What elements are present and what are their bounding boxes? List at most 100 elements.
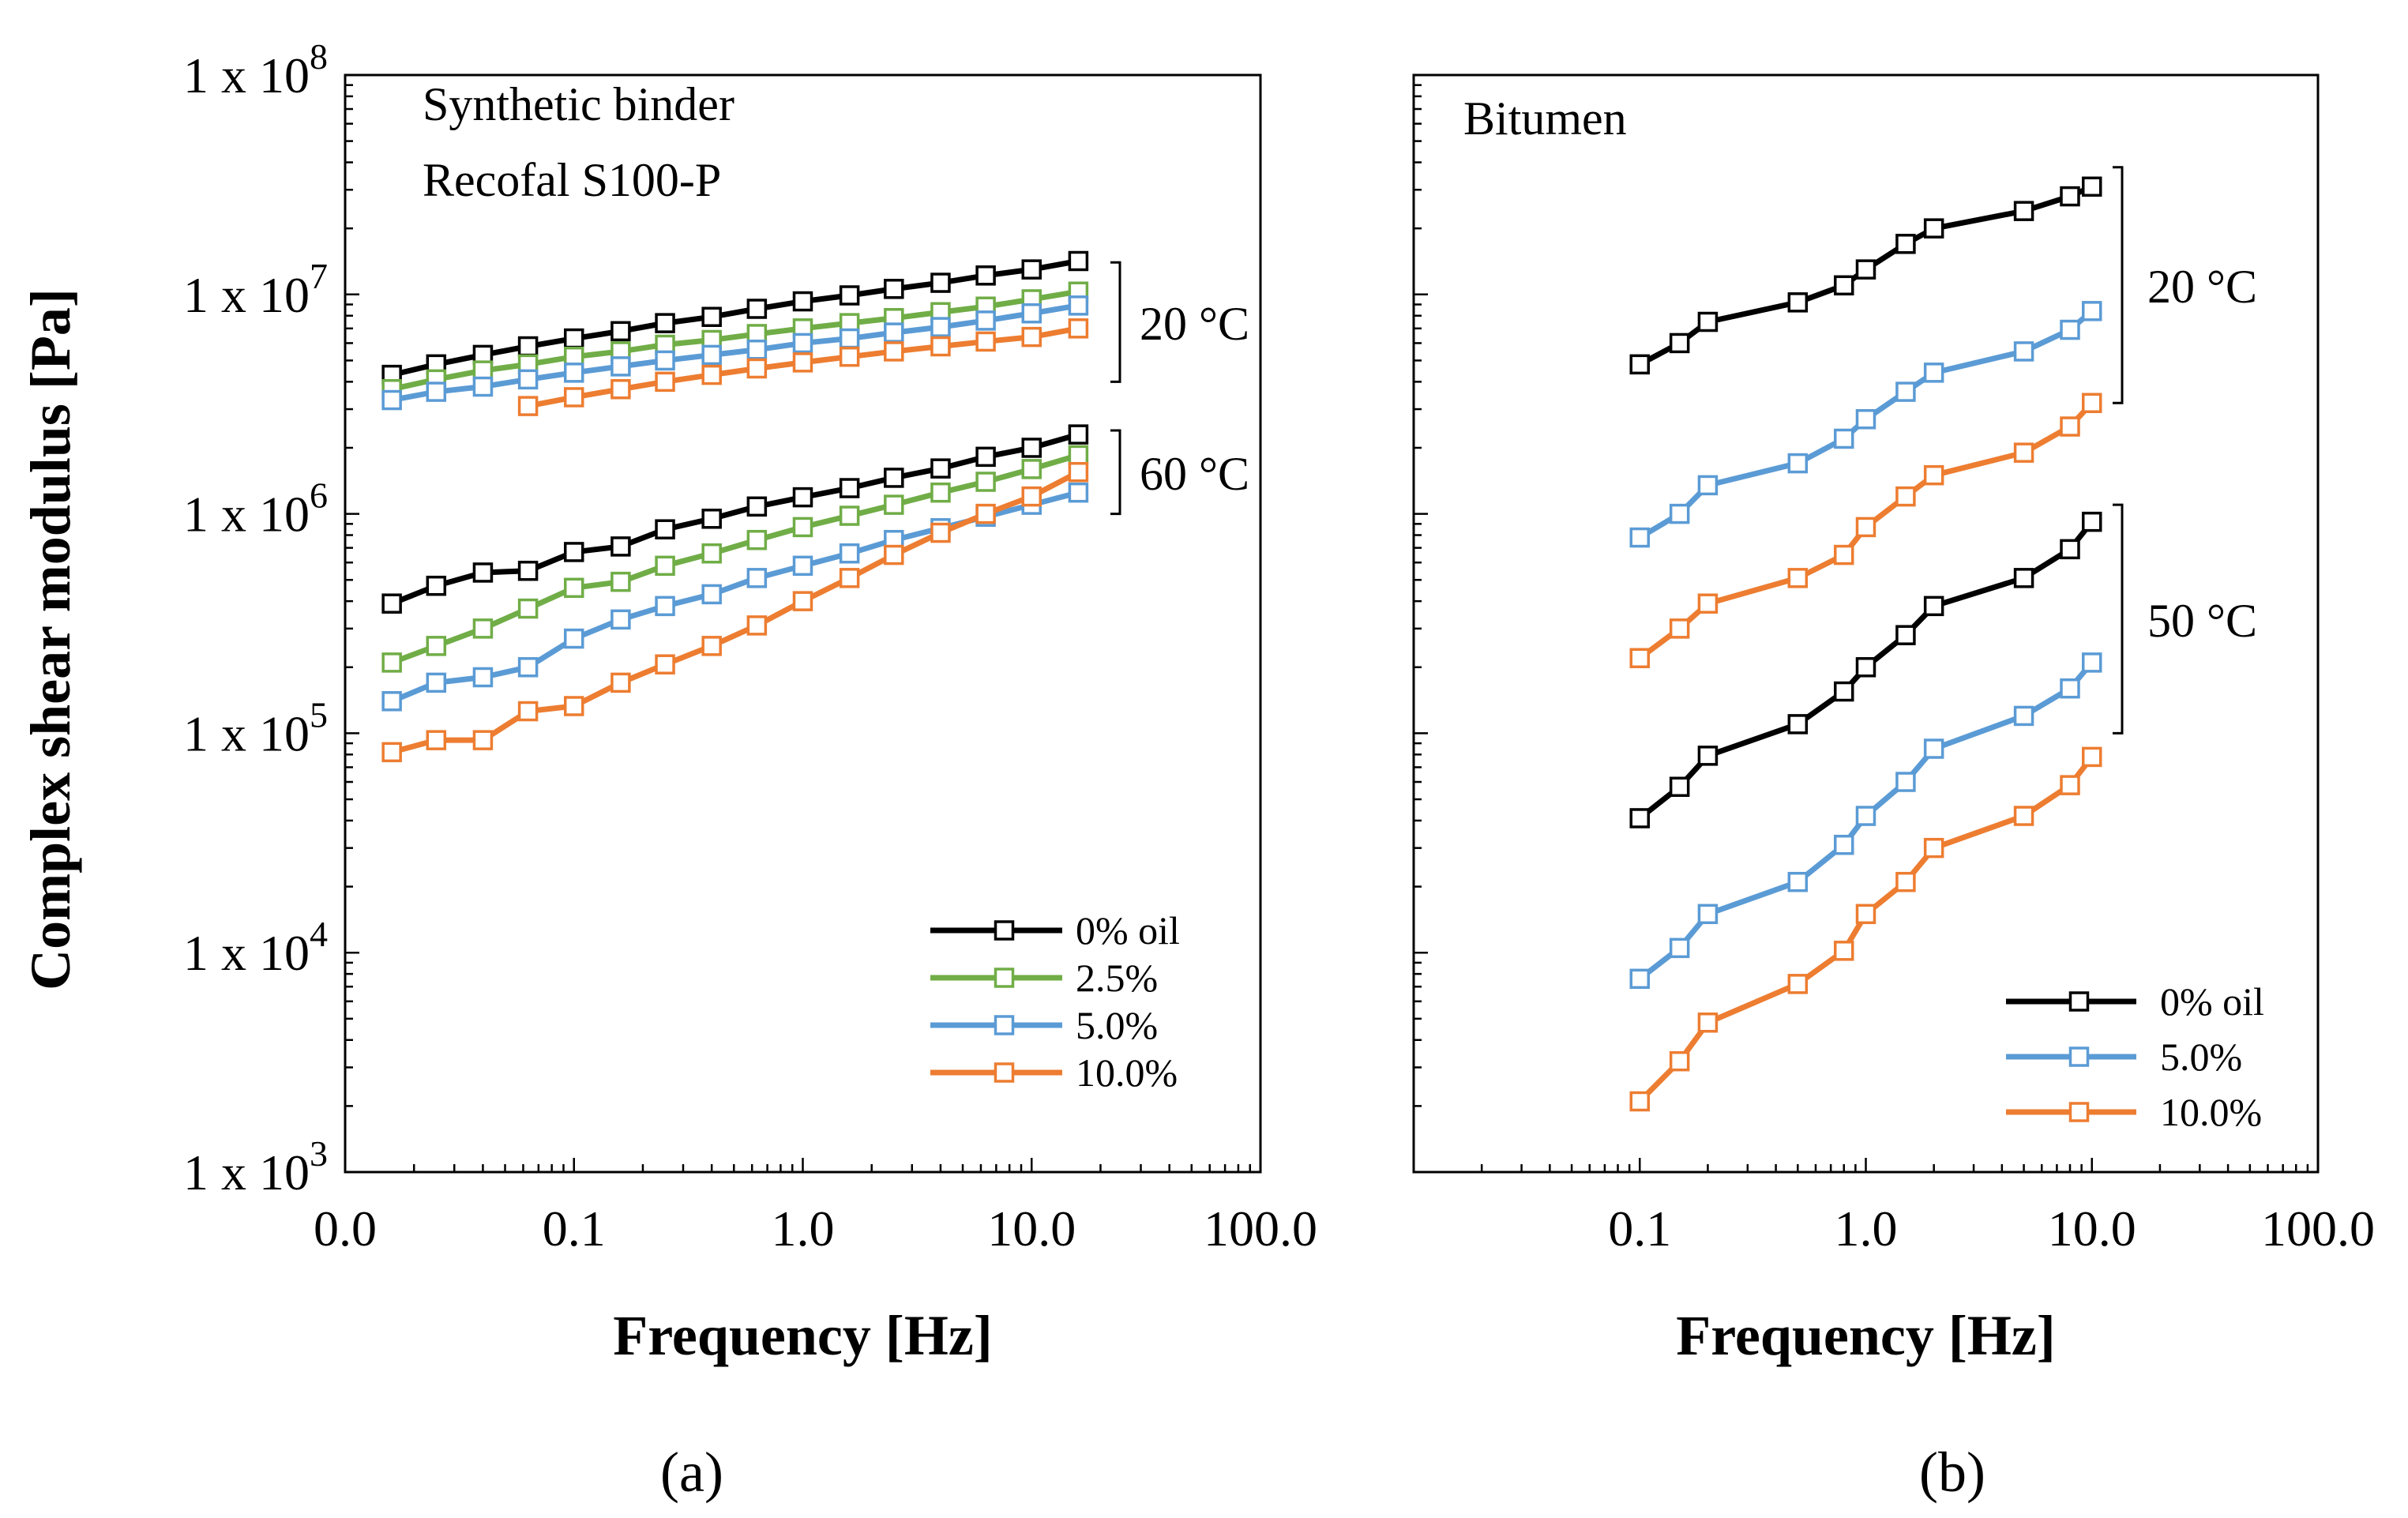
legend-marker xyxy=(994,1062,1015,1083)
data-point xyxy=(610,536,631,557)
data-point xyxy=(610,571,631,592)
data-point xyxy=(746,615,768,636)
legend-marker xyxy=(2068,1102,2090,1122)
x-tick-label: 0.0 xyxy=(314,1200,377,1257)
data-point xyxy=(426,672,447,693)
y-tick-label: 1 x 103 xyxy=(183,1133,328,1200)
data-point xyxy=(2082,652,2102,673)
data-point xyxy=(839,478,860,498)
series-3 xyxy=(1629,511,2102,829)
data-point xyxy=(610,609,631,630)
data-point xyxy=(1855,657,1876,678)
data-point xyxy=(792,517,813,538)
material-label: Synthetic binder xyxy=(423,78,734,130)
temperature-bracket xyxy=(2113,166,2124,404)
data-point xyxy=(2082,301,2102,321)
data-point xyxy=(1021,302,1042,324)
data-point xyxy=(1697,311,1719,333)
y-tick-exponent: 6 xyxy=(310,475,328,516)
data-point xyxy=(517,369,539,390)
data-point xyxy=(1855,259,1876,280)
data-point xyxy=(975,310,996,331)
data-point xyxy=(1923,596,1944,617)
data-point xyxy=(1068,445,1089,466)
data-point xyxy=(1669,1050,1690,1072)
data-point xyxy=(930,482,951,503)
legend-entry: 10.0% xyxy=(930,1050,1178,1095)
data-point xyxy=(746,299,768,319)
y-tick-label: 1 x 107 xyxy=(183,256,328,323)
data-point xyxy=(2082,393,2102,414)
data-point xyxy=(930,317,951,337)
series-2 xyxy=(1629,393,2102,669)
legend-marker xyxy=(994,1015,1015,1035)
data-point xyxy=(839,346,860,367)
data-point xyxy=(701,509,722,529)
data-point xyxy=(1923,738,1944,759)
data-point xyxy=(1787,292,1809,313)
data-point xyxy=(1834,544,1854,565)
data-point xyxy=(792,555,813,577)
data-point xyxy=(746,529,768,550)
data-point xyxy=(426,636,447,656)
data-point xyxy=(1787,871,1809,892)
data-point xyxy=(610,379,631,400)
data-point xyxy=(655,313,675,333)
data-point xyxy=(701,584,722,605)
data-point xyxy=(792,291,813,312)
data-point xyxy=(472,667,494,688)
legend-marker xyxy=(2068,991,2090,1012)
data-point xyxy=(1787,714,1809,735)
data-point xyxy=(1923,837,1944,859)
y-tick-base: 1 x 10 xyxy=(183,1144,310,1200)
data-point xyxy=(884,341,904,362)
data-point xyxy=(839,543,860,564)
data-point xyxy=(2013,341,2034,362)
legend-label: 2.5% xyxy=(1076,956,1158,1000)
data-point xyxy=(1855,806,1876,826)
data-point xyxy=(1855,517,1876,538)
data-point xyxy=(746,568,768,588)
data-point xyxy=(1669,333,1690,354)
data-point xyxy=(426,381,447,402)
data-point xyxy=(746,358,768,379)
data-point xyxy=(381,389,402,411)
data-point xyxy=(472,562,494,583)
series-0 xyxy=(381,250,1089,385)
x-axis-title: Frequency [Hz] xyxy=(1676,1304,2056,1367)
legend-entry: 5.0% xyxy=(930,1003,1158,1047)
data-point xyxy=(1068,318,1089,339)
data-point xyxy=(1021,326,1042,348)
series-6 xyxy=(381,482,1089,712)
data-point xyxy=(472,618,494,639)
data-point xyxy=(1021,486,1042,507)
temperature-bracket xyxy=(1110,429,1121,516)
legend-label: 0% oil xyxy=(1076,908,1180,953)
x-tick-label: 1.0 xyxy=(1835,1200,1898,1257)
y-tick-base: 1 x 10 xyxy=(183,925,310,981)
data-point xyxy=(975,265,996,286)
data-point xyxy=(610,672,631,693)
series-line xyxy=(391,302,1079,403)
series-0 xyxy=(1629,176,2102,375)
legend-marker xyxy=(994,920,1015,941)
series-5 xyxy=(381,445,1089,673)
temperature-label: 20 °C xyxy=(1140,298,1249,350)
series-4 xyxy=(381,424,1089,614)
data-point xyxy=(1787,568,1809,588)
data-point xyxy=(1895,234,1916,254)
data-point xyxy=(381,652,402,673)
data-point xyxy=(2082,511,2102,532)
data-point xyxy=(2060,775,2080,795)
data-point xyxy=(1895,772,1916,792)
data-point xyxy=(2013,568,2034,588)
panel-label: (b) xyxy=(1919,1441,1985,1504)
data-point xyxy=(517,598,539,619)
data-point xyxy=(839,568,860,588)
data-point xyxy=(655,555,675,577)
temperature-bracket xyxy=(2113,503,2124,735)
data-point xyxy=(884,322,904,343)
legend-label: 5.0% xyxy=(2160,1035,2242,1079)
data-point xyxy=(1629,808,1650,829)
data-point xyxy=(564,542,584,562)
